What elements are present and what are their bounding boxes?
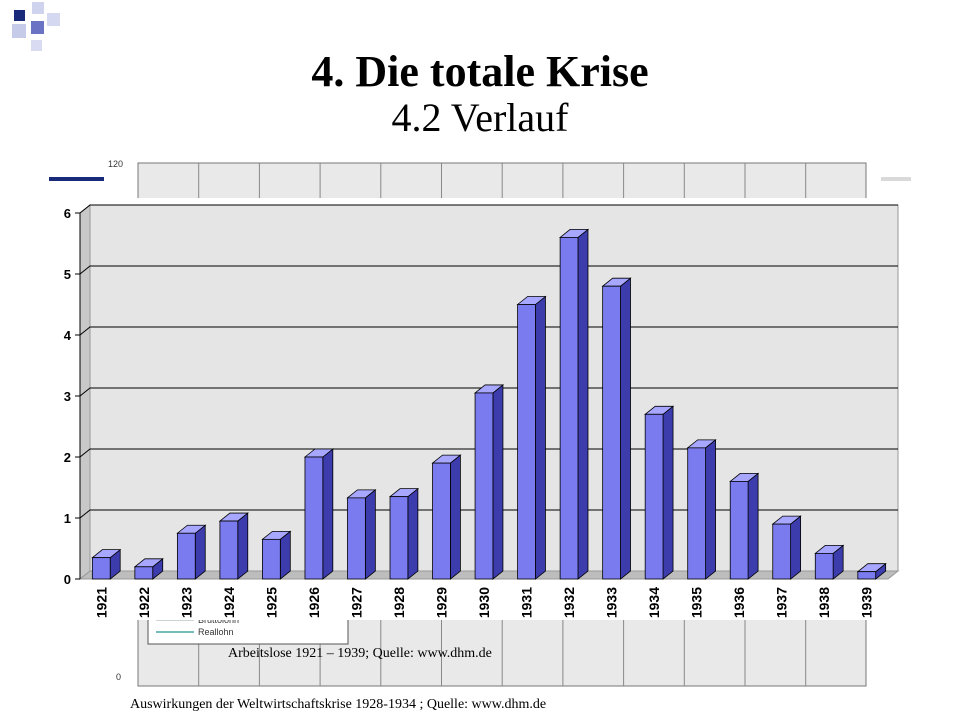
corner-square-blue: [31, 21, 44, 34]
slide-title: 4. Die totale Krise: [311, 47, 649, 96]
bar-side: [705, 439, 716, 580]
x-tick-label: 1932: [561, 587, 577, 618]
background-caption: Auswirkungen der Weltwirtschaftskrise 19…: [130, 697, 547, 712]
x-tick-label: 1925: [263, 587, 279, 618]
x-tick-label: 1921: [93, 587, 109, 618]
bar-side: [492, 384, 504, 580]
corner-square-light-4: [31, 40, 42, 51]
bar: [261, 530, 292, 580]
x-tick-label: 1924: [221, 587, 237, 618]
title-rule-right: [881, 177, 911, 181]
bar-front: [559, 236, 579, 580]
bar-side: [237, 512, 249, 580]
bar: [601, 277, 632, 580]
corner-square-light-3: [47, 13, 60, 26]
gridline: [79, 265, 898, 275]
bar-front: [91, 557, 111, 580]
bar-front: [304, 456, 324, 580]
y-tick-label: 2: [64, 450, 71, 465]
bar: [473, 384, 505, 580]
corner-square-navy-top: [14, 10, 25, 21]
corner-square-light-2: [12, 24, 26, 38]
x-tick-label: 1931: [519, 587, 535, 618]
main-chart: 0 1 2 3 4 5 6 1921 1922 1923 1924 1925 1926 1927 1928 1…: [64, 203, 900, 618]
y-tick-label: 5: [64, 267, 71, 282]
x-tick-label: 1939: [859, 587, 875, 618]
bar-front: [134, 566, 154, 580]
bar-front: [517, 304, 536, 580]
bar-front: [644, 413, 664, 580]
bar-front: [219, 520, 239, 580]
bar-front: [772, 523, 792, 580]
bar-front: [814, 552, 834, 580]
slide-subtitle: 4.2 Verlauf: [391, 94, 569, 140]
unemployment-chart: 120 0 Bruttolohn Reallohn 01234561921192…: [42, 159, 900, 687]
bar-front: [602, 285, 621, 580]
bar: [346, 489, 377, 580]
y-tick-label: 3: [64, 389, 71, 404]
x-tick-label: 1938: [816, 587, 832, 618]
x-tick-label: 1929: [433, 587, 449, 618]
bar-front: [729, 480, 749, 580]
background-y-tick-120: 120: [108, 159, 123, 169]
x-tick-label: 1928: [391, 587, 407, 618]
bar: [133, 557, 164, 580]
x-tick-label: 1927: [348, 587, 364, 618]
corner-square-light-1: [32, 2, 44, 14]
bar-side: [194, 524, 206, 580]
bar: [558, 228, 590, 580]
bar-side: [790, 515, 802, 580]
x-tick-label: 1926: [306, 587, 322, 618]
bar-side: [620, 277, 631, 580]
bar-front: [687, 447, 706, 580]
slide-title-block: 4. Die totale Krise 4.2 Verlauf: [0, 48, 960, 139]
bar-front: [432, 462, 451, 580]
background-y-tick-0: 0: [116, 672, 121, 682]
bar: [686, 439, 717, 580]
bar: [431, 454, 462, 580]
x-tick-label: 1922: [136, 587, 152, 618]
x-tick-label: 1930: [476, 587, 492, 618]
x-tick-label: 1937: [774, 587, 790, 618]
bar: [771, 515, 802, 580]
bar-front: [389, 496, 409, 580]
bar-front: [262, 538, 281, 580]
bar: [856, 562, 887, 580]
bar-side: [747, 472, 759, 580]
bar-side: [322, 448, 334, 580]
bar-front: [347, 497, 366, 580]
x-tick-label: 1923: [178, 587, 194, 618]
background-legend-label-2: Reallohn: [198, 627, 234, 637]
y-tick-label: 0: [64, 572, 71, 587]
bar-front: [176, 532, 196, 580]
x-tick-label: 1935: [689, 587, 705, 618]
x-tick-label: 1936: [731, 587, 747, 618]
bar-side: [577, 228, 589, 580]
gridline: [79, 204, 898, 214]
y-tick-label: 6: [64, 206, 71, 221]
bar: [388, 487, 420, 580]
x-tick-label: 1934: [646, 587, 662, 618]
bar-front: [857, 571, 877, 580]
bar-side: [662, 405, 674, 580]
bar: [176, 524, 207, 580]
bar-side: [364, 489, 376, 580]
y-tick-label: 1: [64, 511, 71, 526]
bar: [218, 512, 249, 580]
bar: [91, 548, 122, 580]
bar: [516, 295, 547, 580]
bar-side: [450, 454, 461, 580]
bar: [814, 544, 845, 580]
bar: [644, 405, 675, 580]
title-rule-left: [49, 177, 104, 181]
x-tick-label: 1933: [604, 587, 620, 618]
bar: [729, 472, 760, 580]
bar-side: [407, 487, 419, 580]
bar-front: [474, 392, 494, 580]
chart-caption: Arbeitslose 1921 – 1939; Quelle: www.dhm…: [228, 646, 492, 661]
bar-side: [535, 295, 546, 580]
y-tick-label: 4: [64, 328, 72, 343]
bar: [303, 448, 334, 580]
